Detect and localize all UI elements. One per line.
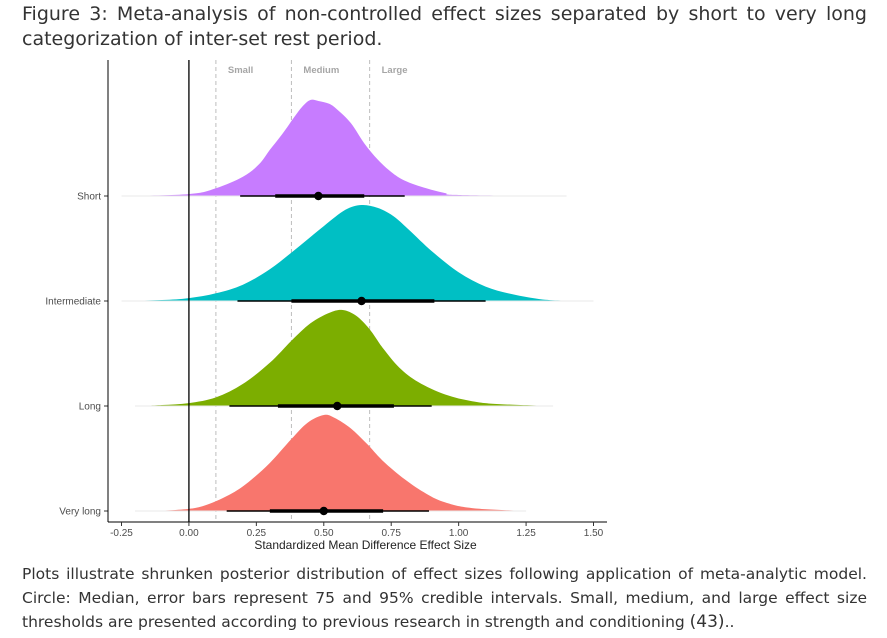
figure-caption: Figure 3: Meta-analysis of non-controlle… [22,2,867,52]
credible-intervals [226,191,486,516]
density-ridge-very-long [135,414,527,511]
y-tick-label-intermediate: Intermediate [45,297,101,308]
x-tick-label: -0.25 [110,528,133,539]
density-ridge-intermediate [121,204,594,301]
figure-note: Plots illustrate shrunken posterior dist… [22,562,867,634]
threshold-label-large: Large [382,65,408,76]
median-point-very-long [319,506,328,516]
threshold-label-medium: Medium [303,65,339,76]
y-tick-label-short: Short [77,192,101,203]
chart-axes: Short Intermediate Long Very long -0.25 0.00 0… [45,60,607,539]
figure-label: Figure 3 [22,3,102,25]
x-axis-title: Standardized Mean Difference Effect Size [254,538,477,552]
x-tick-label: 1.25 [516,528,536,539]
y-tick-label-long: Long [79,402,101,413]
density-ridge-short [121,99,567,196]
x-tick-label: 0.25 [247,528,267,539]
median-point-intermediate [357,296,366,306]
x-tick-label: 0.75 [381,528,401,539]
median-point-long [333,401,342,411]
figure-note-end: .. [724,613,735,631]
x-tick-label: 0.00 [179,528,199,539]
density-ridge-long [135,309,554,406]
y-tick-label-very-long: Very long [59,507,101,518]
threshold-label-small: Small [228,65,253,76]
x-tick-label: 0.50 [314,528,334,539]
x-tick-label: 1.50 [584,528,604,539]
figure-note-text: Plots illustrate shrunken posterior dist… [22,565,867,631]
x-tick-label: 1.00 [449,528,469,539]
median-point-short [314,191,323,201]
figure-title: : Meta-analysis of non-controlled effect… [22,3,867,50]
density-ridges [121,99,594,512]
ridgeline-chart: Small Medium Large Short Intermediate Long Ve… [45,60,607,552]
figure-note-reference: (43) [689,612,725,632]
